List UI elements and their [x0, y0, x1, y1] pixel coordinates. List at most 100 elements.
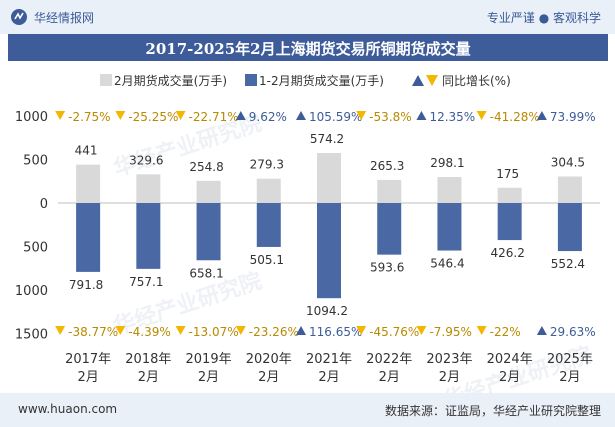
brand-name: 华经情报网 [34, 11, 95, 25]
bar-cumulative [256, 203, 281, 247]
tagline: 专业严谨 ● 客观科学 [486, 11, 601, 25]
bar-cumulative [377, 203, 402, 255]
growth-monthly-down-icon [476, 111, 487, 120]
legend-swatch-monthly [100, 74, 112, 86]
x-tick-label-month: 2月 [198, 370, 219, 385]
bar-monthly [76, 164, 101, 203]
growth-monthly-down-icon [175, 111, 186, 120]
data-label-monthly: 574.2 [310, 132, 344, 146]
y-tick-label: 500 [23, 154, 48, 169]
data-label-monthly: 254.8 [189, 160, 223, 174]
growth-monthly-label: -22.71% [189, 110, 239, 124]
x-tick-label-year: 2018年 [125, 352, 171, 367]
data-label-monthly: 441 [75, 144, 98, 158]
bar-chart: 1000 500 0 500 1000 1500 2月期货成交量(万手) 1-2月期货成交量(… [15, 73, 600, 385]
data-label-cumulative: 791.8 [69, 278, 103, 292]
y-tick-label: 1000 [15, 110, 48, 125]
bar-cumulative [557, 203, 582, 252]
bar-cumulative [196, 203, 221, 261]
bar-monthly [497, 187, 522, 203]
y-tick-label: 0 [40, 197, 48, 212]
legend-up-triangle-icon [412, 75, 424, 86]
y-tick-label: 1500 [15, 328, 48, 343]
footer-url[interactable]: www.huaon.com [18, 402, 118, 416]
growth-cumulative-label: -13.07% [189, 325, 239, 339]
header-bar: 华经情报网 专业严谨 ● 客观科学 [0, 0, 615, 34]
legend-label-monthly: 2月期货成交量(万手) [114, 73, 227, 88]
x-tick-label-year: 2025年 [547, 352, 593, 367]
growth-monthly-down-icon [115, 111, 126, 120]
x-tick-label-month: 2月 [499, 370, 520, 385]
bar-cumulative [497, 203, 522, 241]
legend-label-growth: 同比增长(%) [442, 74, 511, 88]
data-label-cumulative: 426.2 [490, 246, 524, 260]
data-label-monthly: 304.5 [551, 156, 585, 170]
growth-monthly-label: 12.35% [429, 110, 475, 124]
growth-cumulative-down-icon [416, 326, 427, 335]
x-tick-label-month: 2月 [379, 370, 400, 385]
data-label-cumulative: 593.6 [370, 261, 404, 275]
growth-cumulative-label: -4.39% [128, 325, 170, 339]
x-tick-label-month: 2月 [258, 370, 279, 385]
growth-cumulative-down-icon [235, 326, 246, 335]
legend-down-triangle-icon [426, 75, 438, 86]
growth-cumulative-down-icon [356, 326, 367, 335]
bar-cumulative [76, 203, 101, 272]
growth-monthly-up-icon [536, 111, 547, 120]
growth-cumulative-down-icon [115, 326, 126, 335]
bar-monthly [317, 153, 341, 203]
growth-cumulative-label: -22% [490, 325, 521, 339]
x-tick-label-year: 2020年 [246, 352, 292, 367]
growth-monthly-up-icon [235, 111, 246, 120]
bar-monthly [256, 178, 281, 203]
data-label-cumulative: 546.4 [430, 257, 464, 271]
chart-title: 2017-2025年2月上海期货交易所铜期货成交量 [145, 40, 471, 58]
growth-cumulative-label: -23.26% [249, 325, 299, 339]
growth-monthly-up-icon [416, 111, 427, 120]
growth-monthly-label: -53.8% [369, 110, 411, 124]
footer-bar: www.huaon.com 数据来源：证监局，华经产业研究院整理 [0, 393, 615, 427]
x-tick-label-month: 2月 [559, 370, 580, 385]
growth-monthly-label: 105.59% [309, 110, 362, 124]
growth-cumulative-label: -38.77% [68, 325, 118, 339]
growth-monthly-label: -25.25% [128, 110, 178, 124]
title-bar: 2017-2025年2月上海期货交易所铜期货成交量 [8, 34, 608, 61]
growth-cumulative-label: -45.76% [369, 325, 419, 339]
data-label-cumulative: 658.1 [189, 266, 223, 280]
legend-label-cumulative: 1-2月期货成交量(万手) [259, 73, 384, 88]
bar-cumulative [136, 203, 161, 269]
y-tick-label: 1000 [15, 284, 48, 299]
data-label-monthly: 279.3 [250, 158, 284, 172]
x-tick-label-month: 2月 [439, 370, 460, 385]
x-tick-label-month: 2月 [318, 370, 339, 385]
x-tick-label-year: 2023年 [426, 352, 472, 367]
growth-cumulative-up-icon [296, 326, 306, 335]
y-tick-label: 500 [23, 241, 48, 256]
x-tick-label-month: 2月 [138, 370, 159, 385]
data-label-monthly: 298.1 [430, 156, 464, 170]
x-tick-label-year: 2022年 [366, 352, 412, 367]
x-tick-label-month: 2月 [77, 370, 98, 385]
growth-monthly-label: 9.62% [249, 110, 287, 124]
data-label-cumulative: 505.1 [250, 253, 284, 267]
growth-monthly-label: -41.28% [490, 110, 540, 124]
x-tick-label-year: 2017年 [65, 352, 111, 367]
growth-monthly-down-icon [55, 111, 66, 120]
brand-logo-icon [11, 9, 27, 25]
growth-cumulative-up-icon [536, 326, 547, 335]
x-tick-label-year: 2024年 [487, 352, 533, 367]
growth-monthly-up-icon [296, 111, 306, 120]
growth-cumulative-down-icon [175, 326, 186, 335]
bar-monthly [136, 174, 161, 203]
x-tick-label-year: 2021年 [306, 352, 352, 367]
growth-cumulative-label: 116.65% [309, 325, 362, 339]
x-tick-label-year: 2019年 [186, 352, 232, 367]
data-label-monthly: 175 [496, 167, 519, 181]
bar-monthly [557, 176, 582, 203]
bar-monthly [196, 180, 221, 203]
growth-cumulative-down-icon [55, 326, 66, 335]
data-label-cumulative: 1094.2 [306, 304, 348, 318]
bar-cumulative [317, 203, 341, 299]
data-label-monthly: 329.6 [129, 153, 163, 167]
